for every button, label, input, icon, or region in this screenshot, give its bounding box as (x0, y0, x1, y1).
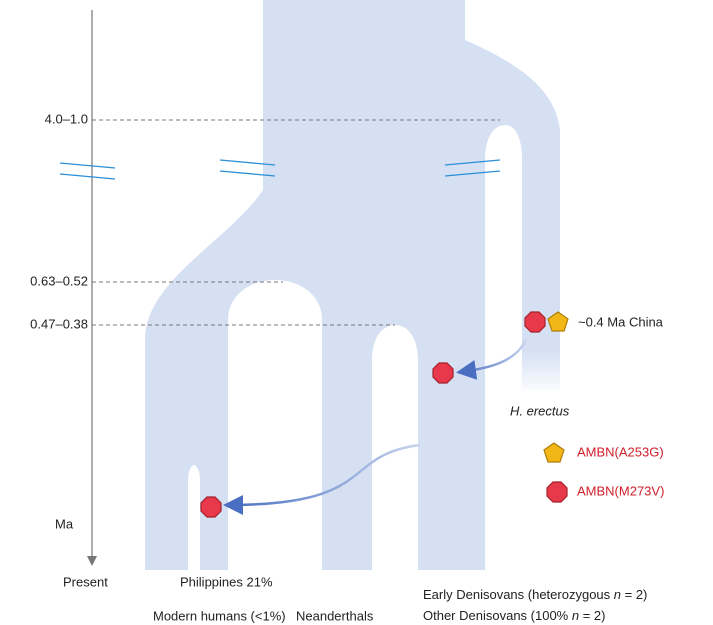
octagon-marker (200, 496, 222, 518)
time-label: 0.63–0.52 (30, 273, 88, 288)
octagon-marker (546, 481, 568, 503)
fade (520, 350, 565, 395)
break-mark (444, 170, 501, 177)
markers (200, 311, 569, 518)
lineage-label: Neanderthals (296, 608, 374, 623)
time-label: 0.47–0.38 (30, 316, 88, 331)
labels: ~0.4 Ma China H. erectus AMBN(A253G) AMB… (153, 314, 664, 623)
octagon-marker (432, 362, 454, 384)
break-mark (59, 162, 116, 169)
lineage-label: Philippines 21% (180, 574, 273, 589)
breaks (59, 159, 501, 180)
break-mark (444, 159, 501, 166)
lineage-label: Modern humans (<1%) (153, 608, 286, 623)
species-label: H. erectus (510, 403, 570, 418)
split-gap (228, 280, 322, 572)
present-label: Present (63, 574, 108, 589)
pentagon-marker (547, 311, 569, 332)
flow-arrow (456, 339, 528, 380)
lineage-label: Early Denisovans (heterozygous n = 2) (423, 587, 647, 602)
pentagon-marker (543, 442, 565, 463)
split-gap (372, 325, 418, 572)
split-gap (188, 465, 200, 572)
split-gap (485, 125, 522, 400)
time-label: 4.0–1.0 (45, 111, 88, 126)
lineage-label: Other Denisovans (100% n = 2) (423, 608, 605, 623)
break-mark (59, 173, 116, 180)
octagon-marker (524, 311, 546, 333)
site-label: ~0.4 Ma China (578, 314, 664, 329)
break-mark (219, 170, 276, 177)
legend-label: AMBN(A253G) (577, 444, 664, 459)
legend-label: AMBN(M273V) (577, 483, 664, 498)
axis-arrow (87, 556, 97, 566)
unit-label: Ma (55, 516, 74, 531)
tree (145, 0, 565, 572)
break-mark (219, 159, 276, 166)
gene-flow (223, 339, 528, 515)
flow-arrow (223, 443, 421, 515)
time-axis: 4.0–1.0 0.63–0.52 0.47–0.38 Ma Present (30, 10, 500, 589)
